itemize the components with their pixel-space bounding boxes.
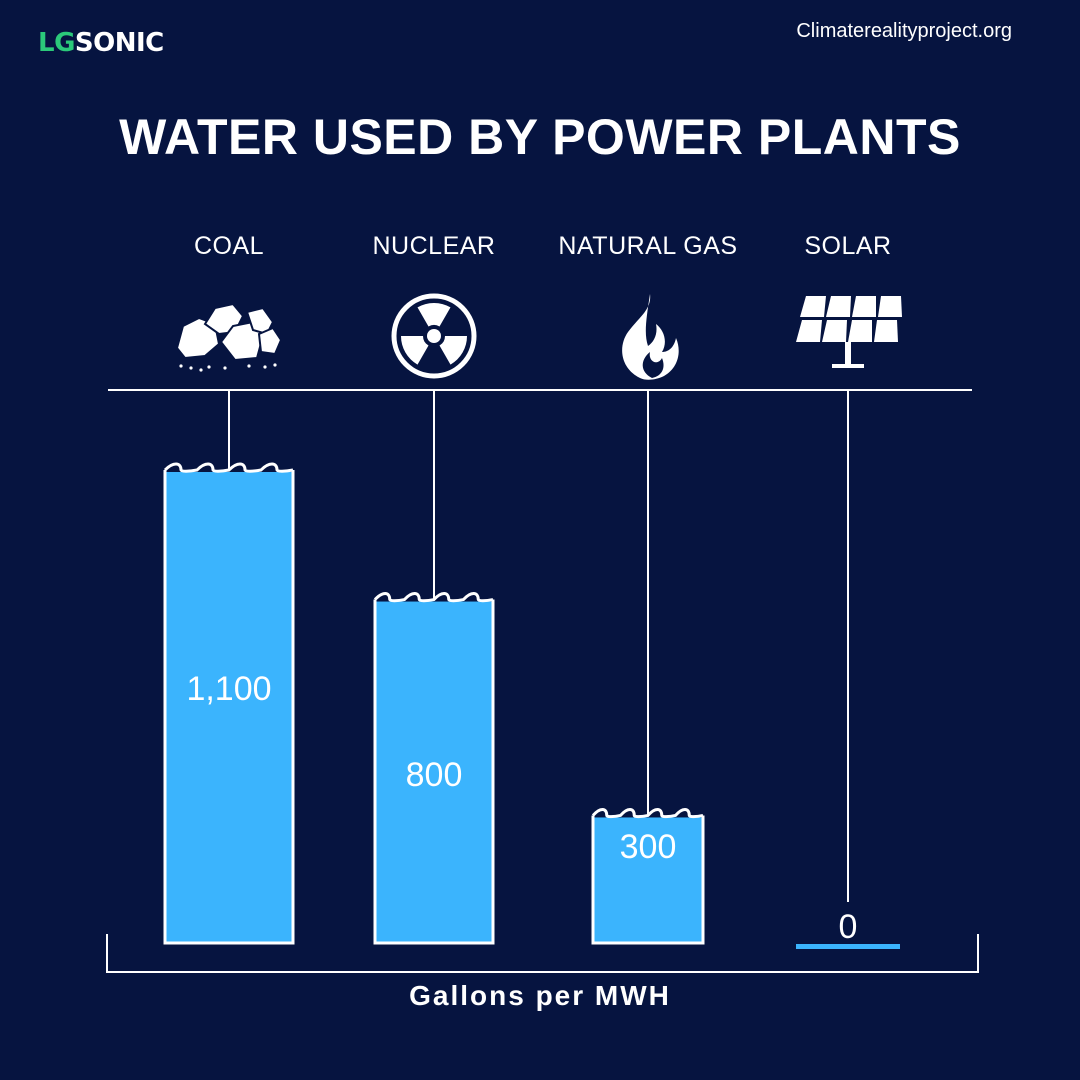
water-wave	[163, 462, 294, 473]
flame-inner	[642, 352, 664, 378]
radiation-blade	[417, 303, 451, 327]
solar-cell	[878, 296, 902, 317]
radiation-blade	[401, 336, 429, 365]
category-label: NATURAL GAS	[558, 232, 737, 260]
lgsonic-logo: LGSONIC	[38, 28, 164, 58]
water-wave	[591, 807, 704, 819]
radiation-icon	[391, 293, 477, 379]
flame-shape	[622, 294, 679, 380]
chart-title: WATER USED BY POWER PLANTS	[119, 109, 961, 165]
solar-cell	[796, 320, 822, 342]
data-label: 300	[620, 828, 677, 866]
bar	[593, 817, 703, 943]
bar-outline	[591, 815, 705, 945]
coal-dust	[273, 363, 277, 367]
flame-icon	[622, 294, 679, 380]
category-label: NUCLEAR	[373, 232, 496, 260]
axis-bracket	[106, 934, 979, 973]
bar-group-natural-gas: NATURAL GAS 300	[558, 232, 737, 945]
data-label: 0	[839, 908, 858, 946]
bar	[375, 601, 493, 943]
source-label: Climaterealityproject.org	[796, 20, 1012, 42]
solar-cell	[874, 320, 898, 342]
bar-group-coal: COAL 1,100	[163, 232, 295, 945]
solar-base	[832, 364, 864, 368]
solar-post	[845, 342, 851, 366]
radiation-core	[427, 329, 441, 343]
radiation-blade	[439, 336, 467, 365]
coal-dust	[263, 365, 267, 369]
coal-icon	[175, 302, 283, 372]
bar-outline	[163, 470, 295, 945]
coal-rock	[257, 326, 283, 356]
bar-outline	[373, 599, 495, 945]
solar-cell	[848, 320, 872, 342]
logo-sonic-text: SONIC	[74, 28, 164, 58]
category-label: SOLAR	[804, 232, 891, 260]
coal-rock	[245, 306, 275, 336]
coal-dust	[199, 368, 203, 372]
solar-cell	[822, 320, 847, 342]
coal-dust	[207, 365, 211, 369]
coal-dust	[189, 366, 193, 370]
bar	[165, 472, 293, 943]
solar-cell	[800, 296, 826, 317]
bar-group-solar: SOLAR 0	[796, 232, 902, 949]
logo-lg-text: LG	[38, 28, 75, 58]
solar-panel-icon	[796, 296, 902, 368]
coal-dust	[247, 364, 251, 368]
solar-cell	[826, 296, 851, 317]
category-label: COAL	[194, 232, 264, 260]
solar-cell	[852, 296, 876, 317]
bar	[796, 944, 900, 949]
data-label: 800	[406, 756, 463, 794]
coal-dust	[179, 364, 183, 368]
radiation-ring	[391, 293, 477, 379]
water-wave	[373, 592, 494, 603]
x-axis-label: Gallons per MWH	[409, 980, 671, 1011]
coal-dust	[223, 366, 227, 370]
coal-rock	[175, 316, 221, 360]
data-label: 1,100	[186, 670, 271, 708]
bar-group-nuclear: NUCLEAR 800	[373, 232, 496, 945]
